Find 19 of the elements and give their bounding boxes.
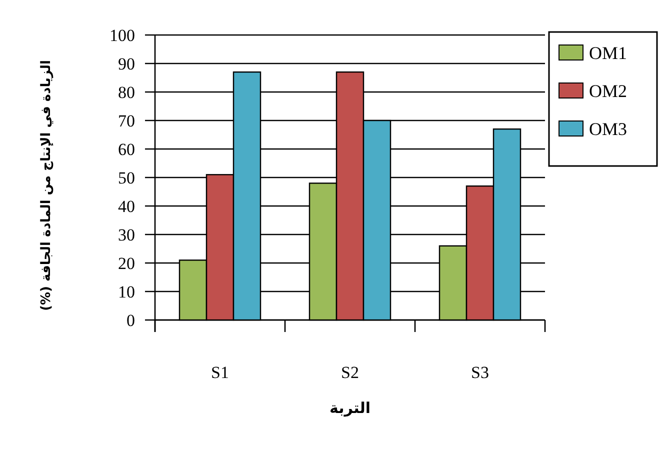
y-tick-label: 80 xyxy=(118,83,135,102)
y-tick-label: 40 xyxy=(118,197,135,216)
y-tick-label: 100 xyxy=(110,26,135,45)
y-tick-label: 0 xyxy=(126,311,135,330)
legend-label: OM1 xyxy=(589,43,628,63)
legend-label: OM2 xyxy=(589,81,628,101)
y-tick-label: 30 xyxy=(118,226,135,244)
y-tick-label: 10 xyxy=(118,282,135,302)
y-tick-label: 90 xyxy=(118,54,135,74)
y-tick-label: 50 xyxy=(118,168,135,188)
y-tick-label: 70 xyxy=(118,112,135,130)
y-tick-label: 60 xyxy=(118,140,135,159)
y-axis-title: الزيادة في الإنتاج من المادة الجافة (%) xyxy=(39,60,54,311)
x-axis-title: التربة xyxy=(330,399,370,417)
x-tick-label: S2 xyxy=(341,363,359,382)
legend-label: OM3 xyxy=(589,119,628,139)
x-tick-label: S1 xyxy=(211,363,229,382)
y-tick-label: 20 xyxy=(118,254,135,273)
x-tick-label: S3 xyxy=(471,363,489,382)
